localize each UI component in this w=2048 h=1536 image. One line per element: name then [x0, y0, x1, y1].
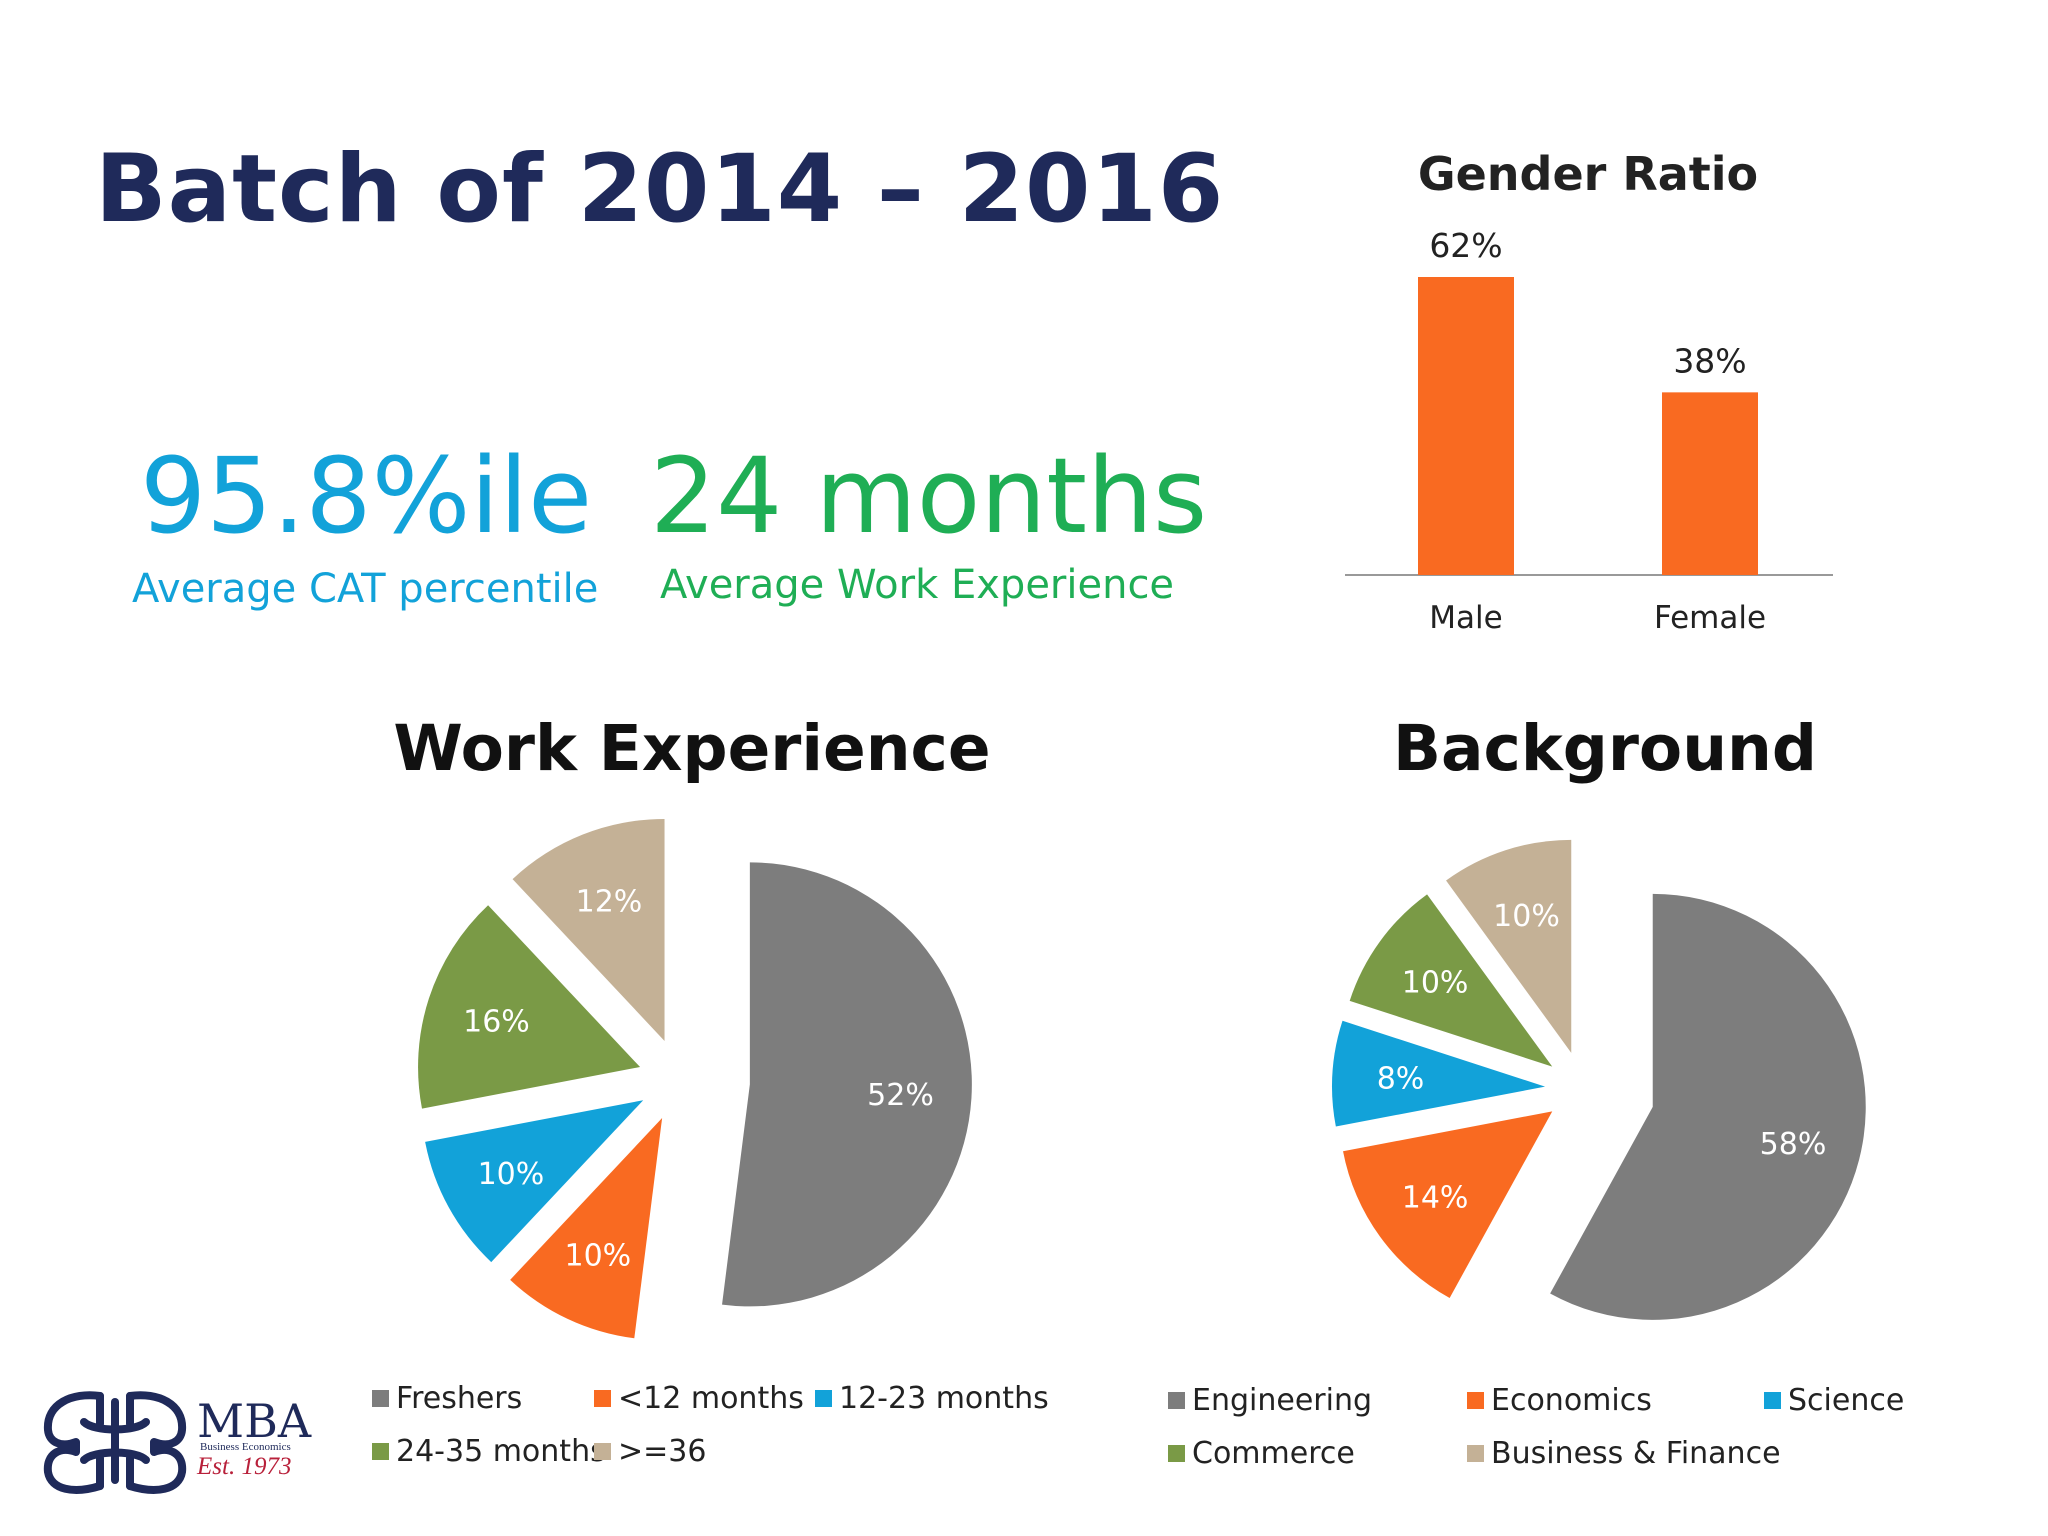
legend-swatch: [594, 1390, 611, 1407]
legend-item-commerce: Commerce: [1168, 1436, 1355, 1471]
gender-bar: [1418, 277, 1514, 575]
work-experience-slice-label: 52%: [867, 1078, 934, 1113]
legend-label: >=36: [618, 1434, 707, 1469]
gender-bar: [1662, 392, 1758, 575]
legend-item-24-35-months: 24-35 months: [372, 1434, 606, 1469]
work-experience-pie-slice: [722, 862, 972, 1307]
gender-bar-label: 62%: [1429, 226, 1502, 265]
background-slice-label: 58%: [1760, 1127, 1827, 1162]
work-experience-chart-title: Work Experience: [393, 712, 990, 785]
legend-label: Engineering: [1192, 1383, 1372, 1418]
work-experience-pie-slice: [512, 818, 665, 1041]
legend-label: Freshers: [396, 1381, 523, 1416]
background-slice-label: 10%: [1493, 899, 1560, 934]
gender-bar-label: 38%: [1673, 341, 1746, 380]
legend-label: Business & Finance: [1491, 1436, 1781, 1471]
work-experience-value: 24 months: [650, 435, 1208, 557]
legend-swatch: [1467, 1445, 1484, 1462]
logo-subtitle: Business Economics: [200, 1441, 291, 1453]
cat-percentile-label: Average CAT percentile: [132, 566, 599, 612]
gender-tick-label: Female: [1654, 600, 1766, 636]
cat-percentile-value: 95.8%ile: [140, 435, 593, 557]
legend-label: Economics: [1491, 1383, 1652, 1418]
background-pie-slice: [1332, 1020, 1546, 1127]
legend-label: Commerce: [1192, 1436, 1355, 1471]
background-chart-title: Background: [1393, 712, 1817, 785]
work-experience-label: Average Work Experience: [660, 562, 1175, 608]
background-pie-slice: [1349, 894, 1553, 1067]
legend-swatch: [815, 1390, 832, 1407]
logo-name: MBA: [197, 1394, 312, 1448]
legend-swatch: [1168, 1392, 1185, 1409]
legend-label: 24-35 months: [396, 1434, 606, 1469]
legend-swatch: [372, 1390, 389, 1407]
legend-item-freshers: Freshers: [372, 1381, 522, 1416]
legend-label: Science: [1788, 1383, 1905, 1418]
background-slice-label: 8%: [1377, 1062, 1425, 1097]
legend-item-36-plus: >=36: [594, 1434, 706, 1469]
legend-item-science: Science: [1764, 1383, 1904, 1418]
legend-item-under-12-months: <12 months: [594, 1381, 804, 1416]
legend-item-12-23-months: 12-23 months: [815, 1381, 1049, 1416]
legend-swatch: [372, 1443, 389, 1460]
legend-swatch: [1168, 1445, 1185, 1462]
logo-established: Est. 1973: [197, 1453, 292, 1480]
gender-chart-title: Gender Ratio: [1418, 147, 1758, 201]
work-experience-slice-label: 16%: [463, 1004, 530, 1039]
work-experience-pie-slice: [418, 905, 641, 1109]
background-pie-slice: [1446, 839, 1572, 1053]
work-experience-slice-label: 12%: [576, 885, 643, 920]
legend-swatch: [1764, 1392, 1781, 1409]
slide-title: Batch of 2014 – 2016: [95, 135, 1225, 244]
work-experience-pie-slice: [425, 1100, 644, 1263]
work-experience-slice-label: 10%: [478, 1157, 545, 1192]
legend-swatch: [594, 1443, 611, 1460]
legend-item-economics: Economics: [1467, 1383, 1652, 1418]
gender-tick-label: Male: [1429, 600, 1502, 636]
legend-item-business-finance: Business & Finance: [1467, 1436, 1781, 1471]
legend-swatch: [1467, 1392, 1484, 1409]
background-pie-slice: [1550, 893, 1866, 1320]
background-slice-label: 10%: [1402, 966, 1469, 1001]
legend-item-engineering: Engineering: [1168, 1383, 1372, 1418]
background-pie-slice: [1343, 1111, 1553, 1298]
school-logo-icon: [43, 1391, 187, 1494]
legend-label: 12-23 months: [839, 1381, 1049, 1416]
legend-label: <12 months: [618, 1381, 804, 1416]
background-slice-label: 14%: [1402, 1180, 1469, 1215]
work-experience-pie-slice: [510, 1118, 663, 1339]
work-experience-slice-label: 10%: [564, 1239, 631, 1274]
